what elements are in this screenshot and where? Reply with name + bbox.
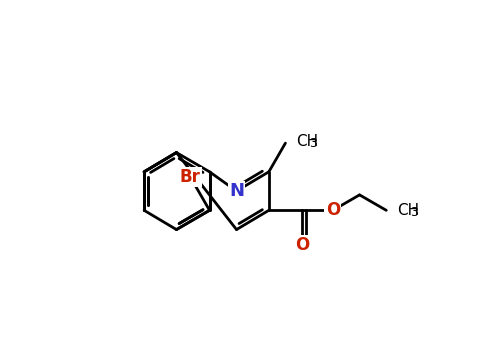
Text: CH: CH xyxy=(296,134,318,149)
Text: O: O xyxy=(326,201,340,219)
Text: O: O xyxy=(295,236,309,254)
Text: 3: 3 xyxy=(410,206,418,219)
Text: N: N xyxy=(229,182,244,200)
Text: 3: 3 xyxy=(309,137,317,150)
Text: CH: CH xyxy=(397,203,419,218)
Text: Br: Br xyxy=(179,168,200,186)
